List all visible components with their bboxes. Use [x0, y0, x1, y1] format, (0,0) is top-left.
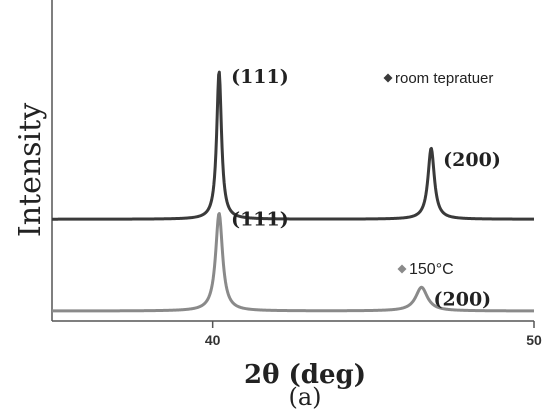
peak-label-0-1: (200) [443, 149, 501, 171]
y-axis-label: Intensity [13, 103, 48, 237]
series-group [51, 70, 535, 313]
series-line-1 [51, 212, 535, 313]
legend-marker-1 [397, 264, 407, 274]
x-ticks: 40 50 [205, 321, 542, 348]
series-line-0 [51, 70, 535, 221]
legend-label-0: room tepratuer [395, 70, 493, 87]
peak-label-1-0: (111) [231, 208, 289, 230]
x-axis-label: 2θ (deg) [244, 360, 366, 390]
x-tick-label-40: 40 [205, 332, 221, 348]
peak-label-1-1: (200) [434, 288, 492, 310]
axes [51, 0, 534, 322]
x-tick-label-50: 50 [526, 332, 542, 348]
legend-label-1: 150°C [409, 261, 454, 278]
figure-caption: (a) [288, 383, 321, 411]
peak-label-0-0: (111) [231, 66, 289, 88]
label-group: (111) (200) (111) (200) room tepratuer 150°C [231, 66, 501, 310]
legend-marker-0 [383, 73, 393, 83]
